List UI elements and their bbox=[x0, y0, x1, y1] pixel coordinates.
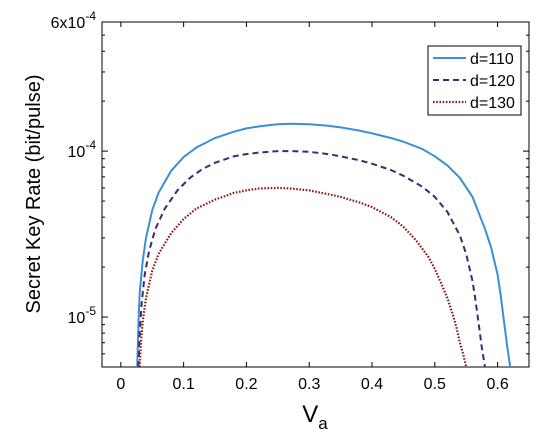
x-axis-label: Va bbox=[302, 401, 328, 433]
series-line-d110 bbox=[136, 122, 512, 368]
x-tick-label: 0.2 bbox=[235, 376, 257, 393]
x-tick-label: 0.1 bbox=[173, 376, 195, 393]
x-axis-label-main: V bbox=[302, 401, 318, 428]
legend-label-d110: d=110 bbox=[470, 51, 514, 68]
x-tick-label: 0.5 bbox=[424, 376, 446, 393]
curves-layer bbox=[136, 122, 512, 368]
series-line-d130 bbox=[138, 186, 468, 368]
x-axis: 0 0.1 0.2 0.3 0.4 0.5 0.6 bbox=[116, 22, 509, 393]
x-axis-label-subscript: a bbox=[318, 414, 328, 433]
y-axis: 10-5 10-4 6x10-4 bbox=[51, 9, 529, 355]
y-tick-label: 10-4 bbox=[68, 138, 97, 161]
x-tick-label: 0.4 bbox=[361, 376, 383, 393]
legend-label-d120: d=120 bbox=[470, 73, 515, 90]
series-line-d120 bbox=[137, 150, 486, 368]
y-tick-label: 6x10-4 bbox=[51, 9, 97, 32]
x-tick-label: 0 bbox=[116, 376, 125, 393]
x-tick-label: 0.6 bbox=[486, 376, 508, 393]
legend: d=110 d=120 d=130 bbox=[427, 45, 522, 116]
x-tick-label: 0.3 bbox=[298, 376, 320, 393]
legend-label-d130: d=130 bbox=[470, 95, 515, 112]
y-axis-label: Secret Key Rate (bit/pulse) bbox=[23, 75, 45, 314]
y-tick-label: 10-5 bbox=[68, 304, 97, 327]
